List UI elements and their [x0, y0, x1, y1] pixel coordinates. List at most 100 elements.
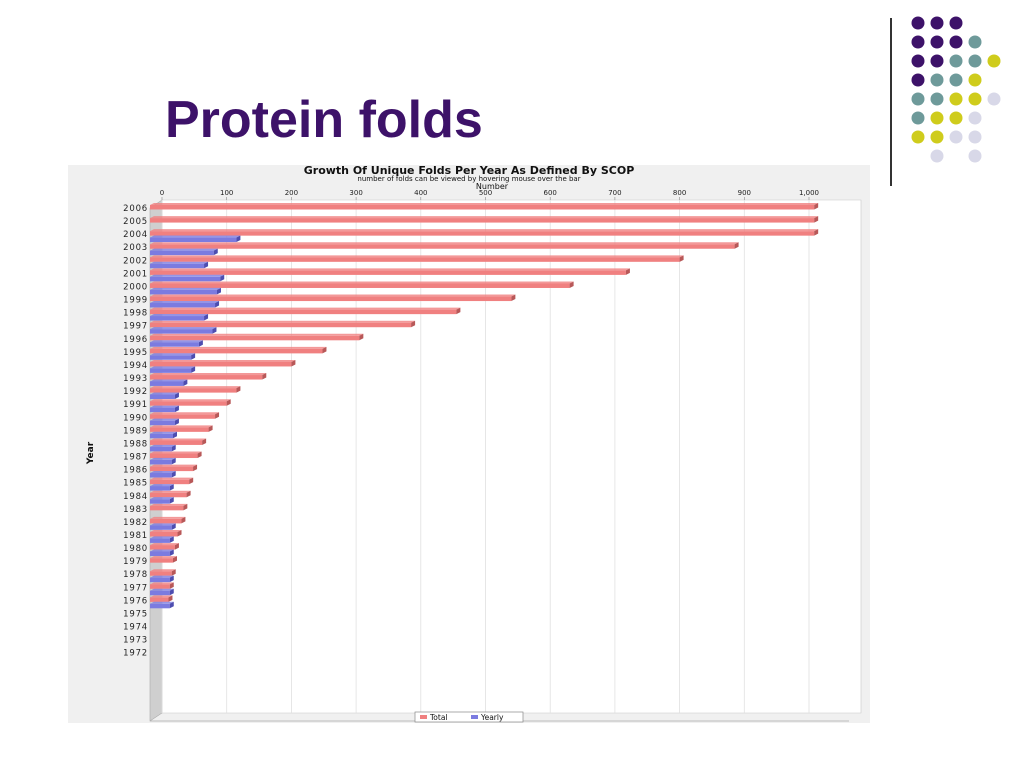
bar-total[interactable] — [150, 556, 177, 563]
bar-total[interactable] — [150, 477, 194, 485]
x-tick-label: 300 — [349, 189, 362, 197]
bar-yearly[interactable] — [150, 379, 188, 386]
x-tick-label: 100 — [220, 189, 233, 197]
bar-total[interactable] — [150, 516, 186, 524]
y-tick-label: 1981 — [123, 531, 148, 541]
bar-yearly[interactable] — [150, 248, 218, 256]
bar-yearly[interactable] — [150, 340, 203, 347]
bar-yearly[interactable] — [150, 588, 174, 596]
decor-dot — [911, 16, 925, 30]
y-tick-label: 1983 — [123, 505, 148, 515]
y-tick-label: 1992 — [123, 387, 148, 397]
bar-total[interactable] — [150, 425, 213, 432]
x-tick-label: 600 — [544, 189, 557, 197]
bar-yearly[interactable] — [150, 327, 217, 334]
bar-total[interactable] — [150, 359, 296, 367]
bar-yearly[interactable] — [150, 457, 176, 465]
bar-total[interactable] — [150, 399, 231, 406]
decor-dot — [968, 92, 982, 106]
plot-background — [161, 199, 862, 714]
bar-yearly[interactable] — [150, 235, 241, 243]
bar-total[interactable] — [150, 242, 739, 249]
bar-total[interactable] — [150, 294, 516, 302]
bar-yearly[interactable] — [150, 575, 174, 583]
bar-yearly[interactable] — [150, 287, 221, 295]
bar-total[interactable] — [150, 543, 179, 550]
decor-dot — [930, 54, 944, 68]
bar-total[interactable] — [150, 530, 182, 537]
bar-total[interactable] — [150, 373, 267, 380]
bar-total[interactable] — [150, 281, 574, 288]
x-tick-label: 1,000 — [799, 189, 819, 197]
bar-yearly[interactable] — [150, 314, 209, 321]
bar-total[interactable] — [150, 307, 461, 315]
bar-yearly[interactable] — [150, 418, 179, 426]
bar-total[interactable] — [150, 438, 207, 445]
bar-total[interactable] — [150, 216, 819, 223]
legend-swatch-total — [420, 715, 427, 719]
bar-total[interactable] — [150, 386, 241, 393]
y-tick-label: 1975 — [123, 609, 148, 619]
y-tick-label: 1999 — [123, 296, 148, 306]
decor-dot — [949, 35, 963, 49]
bar-yearly[interactable] — [150, 366, 196, 373]
bar-total[interactable] — [150, 229, 819, 236]
y-tick-label: 1978 — [123, 570, 148, 580]
bar-total[interactable] — [150, 203, 819, 210]
bar-yearly[interactable] — [150, 353, 196, 360]
x-tick-label: 400 — [414, 189, 427, 197]
y-tick-label: 2006 — [123, 204, 148, 214]
chart-title: Growth Of Unique Folds Per Year As Defin… — [304, 165, 635, 177]
bar-yearly[interactable] — [150, 549, 174, 556]
decor-dot — [911, 92, 925, 106]
bar-yearly[interactable] — [150, 523, 176, 530]
chart-panel: Growth Of Unique Folds Per Year As Defin… — [68, 165, 870, 723]
x-tick-label: 0 — [160, 189, 164, 197]
decor-dot — [968, 111, 982, 125]
bar-yearly[interactable] — [150, 431, 177, 439]
y-tick-label: 1984 — [123, 492, 148, 502]
bar-yearly[interactable] — [150, 601, 174, 609]
bar-total[interactable] — [150, 255, 684, 262]
bar-total[interactable] — [150, 595, 173, 602]
bar-yearly[interactable] — [150, 536, 174, 543]
decor-dot — [949, 16, 963, 30]
decor-dot — [968, 73, 982, 87]
bar-total[interactable] — [150, 346, 327, 354]
decor-dot — [949, 111, 963, 125]
bar-total[interactable] — [150, 412, 220, 419]
bar-yearly[interactable] — [150, 444, 176, 452]
bar-yearly[interactable] — [150, 405, 179, 413]
legend-box — [414, 711, 524, 723]
bar-total[interactable] — [150, 333, 364, 341]
y-tick-label: 1974 — [123, 623, 148, 633]
bar-total[interactable] — [150, 569, 176, 576]
bar-total[interactable] — [150, 582, 174, 589]
bar-yearly[interactable] — [150, 497, 174, 504]
y-tick-label: 1985 — [123, 479, 148, 489]
decor-dot — [930, 130, 944, 144]
bar-total[interactable] — [150, 320, 416, 328]
bar-total[interactable] — [150, 490, 191, 498]
decor-dot — [911, 35, 925, 49]
y-tick-label: 1995 — [123, 348, 148, 358]
bar-yearly[interactable] — [150, 471, 176, 478]
bar-yearly[interactable] — [150, 261, 209, 269]
bar-total[interactable] — [150, 451, 202, 459]
bar-yearly[interactable] — [150, 392, 179, 400]
bar-yearly[interactable] — [150, 484, 174, 491]
legend: Total Yearly — [414, 711, 524, 723]
y-axis-title: Year — [86, 441, 96, 465]
y-tick-label: 2003 — [123, 243, 148, 253]
legend-label-yearly: Yearly — [480, 713, 504, 722]
fold-growth-chart: Growth Of Unique Folds Per Year As Defin… — [86, 165, 862, 723]
y-tick-label: 1976 — [123, 596, 148, 606]
decor-dot — [968, 54, 982, 68]
y-tick-label: 1990 — [123, 413, 148, 423]
bar-yearly[interactable] — [150, 274, 225, 282]
bar-yearly[interactable] — [150, 300, 220, 308]
bar-total[interactable] — [150, 268, 630, 275]
y-tick-label: 1997 — [123, 322, 148, 332]
bar-total[interactable] — [150, 503, 188, 511]
bar-total[interactable] — [150, 464, 198, 472]
